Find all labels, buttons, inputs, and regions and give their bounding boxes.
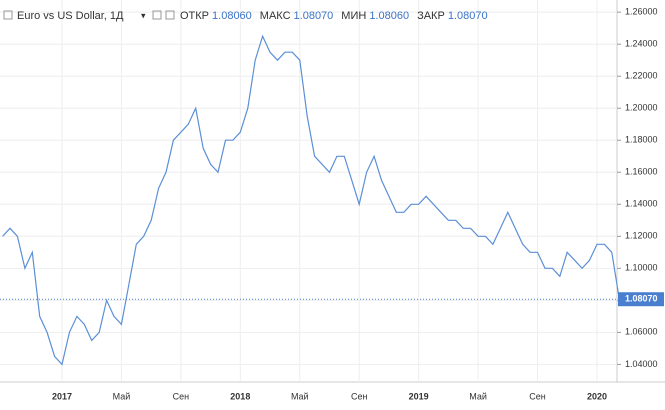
field-label: МАКС	[260, 10, 291, 22]
icon	[152, 10, 162, 20]
y-tick-label: 1.18000	[625, 135, 658, 145]
x-tick-label: Сен	[173, 391, 190, 401]
y-tick-label: 1.04000	[625, 359, 658, 369]
field-label: МИН	[341, 10, 366, 22]
last-price-label: 1.08070	[625, 294, 658, 304]
header: Euro vs US Dollar, 1Д ▾ ОТКР 1.08060 МАКС 1…	[3, 10, 488, 22]
field-label: ОТКР	[180, 10, 209, 22]
field-value: 1.08070	[448, 10, 488, 22]
dropdown-icon[interactable]: ▾	[141, 10, 146, 20]
y-tick-label: 1.06000	[625, 327, 658, 337]
icon	[165, 10, 175, 20]
y-tick-label: 1.22000	[625, 71, 658, 81]
field-value: 1.08070	[294, 10, 334, 22]
y-tick-label: 1.20000	[625, 103, 658, 113]
y-tick-label: 1.24000	[625, 39, 658, 49]
field-value: 1.08060	[212, 10, 252, 22]
x-tick-label: 2018	[230, 391, 250, 401]
x-tick-label: Сен	[529, 391, 546, 401]
x-tick-label: Май	[291, 391, 309, 401]
x-tick-label: Май	[113, 391, 131, 401]
symbol-title: Euro vs US Dollar, 1Д	[17, 10, 124, 22]
x-tick-label: Сен	[351, 391, 368, 401]
grid	[0, 0, 617, 382]
y-tick-label: 1.26000	[625, 7, 658, 17]
x-tick-label: 2019	[409, 391, 429, 401]
x-tick-label: Май	[469, 391, 487, 401]
y-tick-label: 1.14000	[625, 199, 658, 209]
icon	[3, 10, 13, 20]
y-tick-label: 1.16000	[625, 167, 658, 177]
field-value: 1.08060	[369, 10, 409, 22]
field-label: ЗАКР	[417, 10, 445, 22]
x-tick-label: 2020	[587, 391, 607, 401]
price-line	[2, 34, 620, 366]
y-tick-label: 1.12000	[625, 231, 658, 241]
plot	[2, 34, 620, 366]
y-tick-label: 1.10000	[625, 263, 658, 273]
x-tick-label: 2017	[52, 391, 72, 401]
last-price-box	[618, 292, 664, 307]
